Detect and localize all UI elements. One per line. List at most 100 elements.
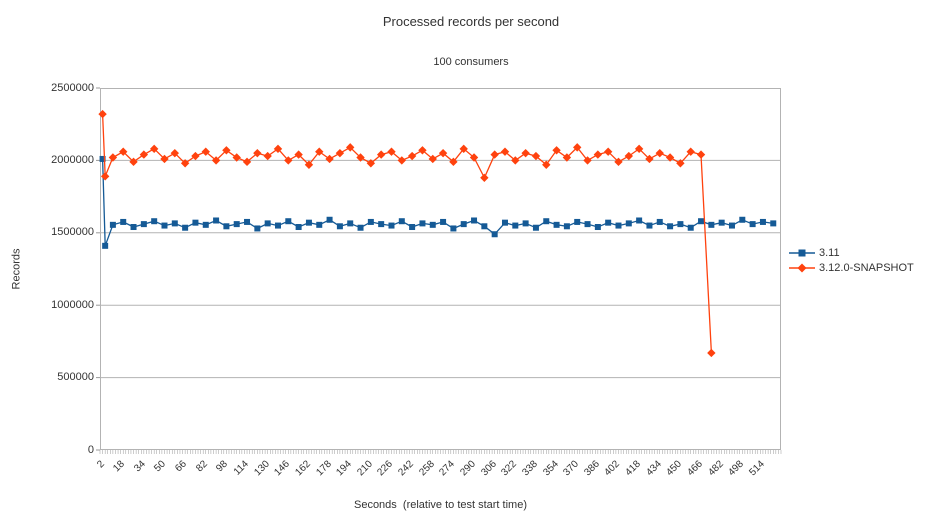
data-point-marker: [563, 223, 570, 230]
data-point-marker: [170, 148, 180, 158]
data-point-marker: [500, 147, 510, 156]
gridlines: [100, 159, 781, 379]
data-point-marker: [140, 221, 147, 228]
data-point-marker: [677, 221, 684, 228]
data-point-marker: [316, 221, 323, 228]
data-point-marker: [294, 150, 303, 159]
data-point-marker: [593, 150, 603, 159]
data-point-marker: [149, 144, 159, 154]
data-point-marker: [357, 224, 364, 231]
data-point-marker: [614, 157, 623, 167]
legend-item-3.12.0-SNAPSHOT: 3.12.0-SNAPSHOT: [789, 260, 914, 275]
data-point-marker: [356, 153, 365, 162]
series-3.11: [99, 155, 777, 249]
data-point-marker: [665, 153, 675, 162]
data-point-marker: [449, 157, 458, 167]
legend-label: 3.11: [819, 246, 840, 259]
data-point-marker: [438, 148, 448, 158]
legend-marker: [797, 263, 807, 272]
data-point-marker: [304, 160, 314, 169]
data-point-marker: [667, 223, 674, 230]
data-point-marker: [573, 143, 582, 152]
data-point-marker: [387, 147, 396, 156]
data-point-marker: [397, 156, 407, 165]
data-point-marker: [201, 147, 210, 156]
data-point-marker: [512, 222, 519, 229]
data-point-marker: [708, 221, 715, 228]
y-tick-label: 1000000: [51, 298, 94, 311]
data-point-marker: [171, 220, 178, 227]
data-point-marker: [130, 224, 137, 231]
data-point-marker: [490, 150, 499, 159]
data-point-marker: [388, 222, 395, 229]
chart-title: Processed records per second: [382, 14, 560, 29]
data-point-marker: [636, 217, 643, 224]
data-point-marker: [367, 218, 374, 225]
data-point-marker: [491, 231, 498, 238]
data-point-marker: [429, 221, 436, 228]
data-point-marker: [686, 147, 695, 156]
data-point-marker: [718, 219, 725, 226]
data-point-marker: [161, 222, 168, 229]
data-point-marker: [191, 151, 200, 161]
data-point-marker: [254, 225, 261, 232]
data-point-marker: [624, 151, 634, 161]
y-axis-ticks: [96, 87, 100, 451]
data-point-marker: [119, 147, 128, 156]
series-line: [101, 114, 713, 354]
data-point-marker: [151, 218, 158, 225]
data-point-marker: [213, 217, 220, 224]
data-point-marker: [98, 109, 107, 119]
data-point-marker: [274, 222, 281, 229]
data-point-marker: [522, 220, 529, 227]
data-point-marker: [284, 156, 293, 165]
data-point-marker: [108, 153, 118, 162]
data-point-marker: [419, 220, 426, 227]
plot-area: [96, 87, 782, 454]
data-point-marker: [244, 218, 251, 225]
data-point-marker: [232, 153, 241, 162]
data-point-marker: [335, 148, 345, 158]
data-point-marker: [469, 153, 479, 162]
y-tick-label: 0: [87, 443, 94, 456]
data-point-marker: [202, 221, 209, 228]
data-point-marker: [594, 224, 601, 231]
data-point-marker: [656, 218, 663, 225]
x-axis-ticks: [99, 450, 782, 454]
data-point-marker: [160, 154, 169, 164]
data-point-marker: [428, 154, 437, 164]
data-point-marker: [180, 159, 190, 168]
data-point-marker: [460, 221, 467, 228]
data-point-marker: [223, 223, 230, 230]
data-point-marker: [481, 223, 488, 230]
data-point-marker: [698, 218, 705, 225]
legend-item-3.11: 3.11: [789, 245, 914, 260]
data-point-marker: [336, 223, 343, 230]
data-point-marker: [192, 219, 199, 226]
data-point-marker: [325, 154, 334, 164]
data-point-marker: [273, 144, 283, 154]
data-point-marker: [605, 219, 612, 226]
legend-label: 3.12.0-SNAPSHOT: [819, 261, 914, 274]
data-point-marker: [450, 225, 457, 232]
data-point-marker: [707, 348, 716, 358]
data-point-marker: [440, 218, 447, 225]
data-point-marker: [676, 159, 685, 168]
data-point-marker: [315, 147, 324, 156]
data-point-marker: [655, 148, 664, 158]
data-point-marker: [770, 220, 777, 227]
plot-border: [100, 88, 781, 450]
data-point-marker: [109, 221, 116, 228]
data-point-marker: [139, 150, 149, 159]
legend: 3.11 3.12.0-SNAPSHOT: [789, 245, 914, 275]
data-point-marker: [120, 218, 127, 225]
chart-subtitle: 100 consumers: [433, 56, 509, 68]
data-point-marker: [584, 221, 591, 228]
data-point-marker: [532, 224, 539, 231]
data-point-marker: [100, 172, 110, 181]
data-point-marker: [553, 221, 560, 228]
data-point-marker: [696, 150, 706, 159]
y-tick-label: 1500000: [51, 226, 94, 239]
data-point-marker: [552, 146, 561, 155]
